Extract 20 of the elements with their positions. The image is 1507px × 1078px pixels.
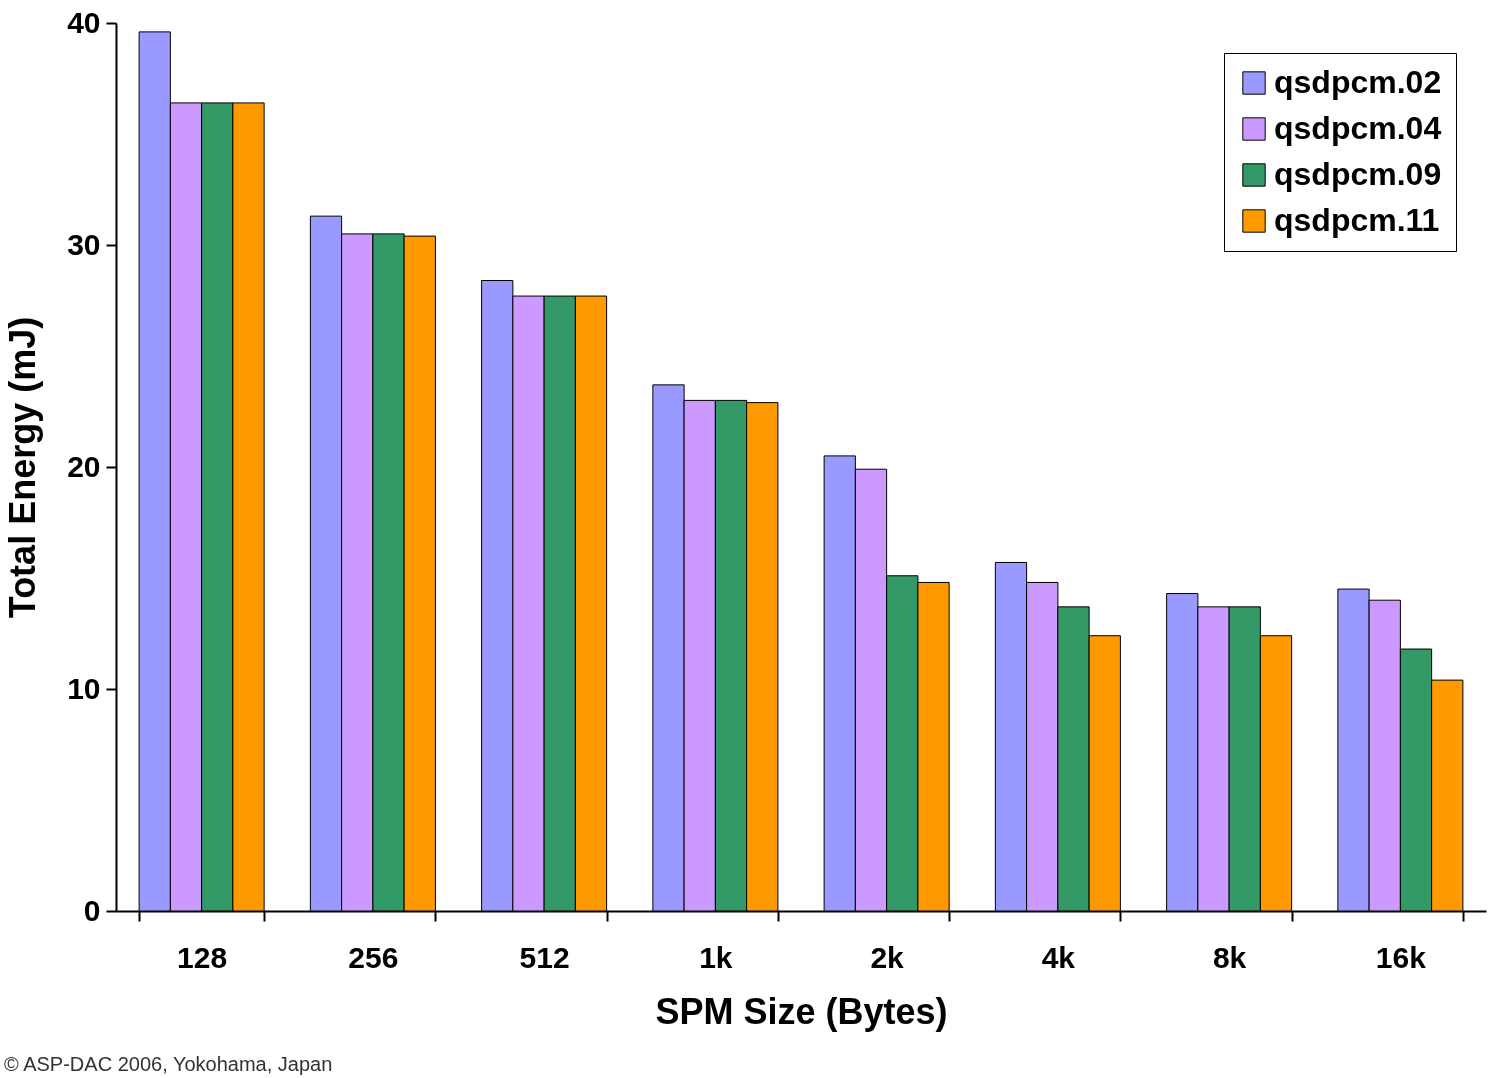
x-tick-label: 128 — [177, 940, 228, 974]
x-tick-label: 256 — [348, 940, 399, 974]
x-tick-label: 4k — [1041, 940, 1076, 974]
x-tick-label: 16k — [1375, 940, 1427, 974]
x-axis-title: SPM Size (Bytes) — [655, 990, 948, 1032]
legend-label: qsdpcm.11 — [1274, 202, 1440, 238]
legend-label: qsdpcm.04 — [1274, 110, 1442, 146]
y-tick-label: 10 — [67, 671, 101, 705]
x-tick-label: 2k — [870, 940, 905, 974]
y-tick-label: 30 — [67, 227, 101, 261]
x-tick-label: 512 — [519, 940, 570, 974]
y-tick-label: 0 — [83, 893, 101, 927]
legend-label: qsdpcm.09 — [1274, 156, 1442, 192]
y-axis-title: Total Energy (mJ) — [2, 316, 44, 619]
x-tick-label: 1k — [699, 940, 733, 974]
x-tick-label: 8k — [1212, 940, 1247, 974]
y-tick-label: 40 — [67, 5, 101, 39]
text: © ASP-DAC 2006, Yokohama, Japan — [4, 1053, 333, 1076]
y-tick-label: 20 — [67, 449, 101, 483]
legend-label: qsdpcm.02 — [1274, 64, 1442, 100]
